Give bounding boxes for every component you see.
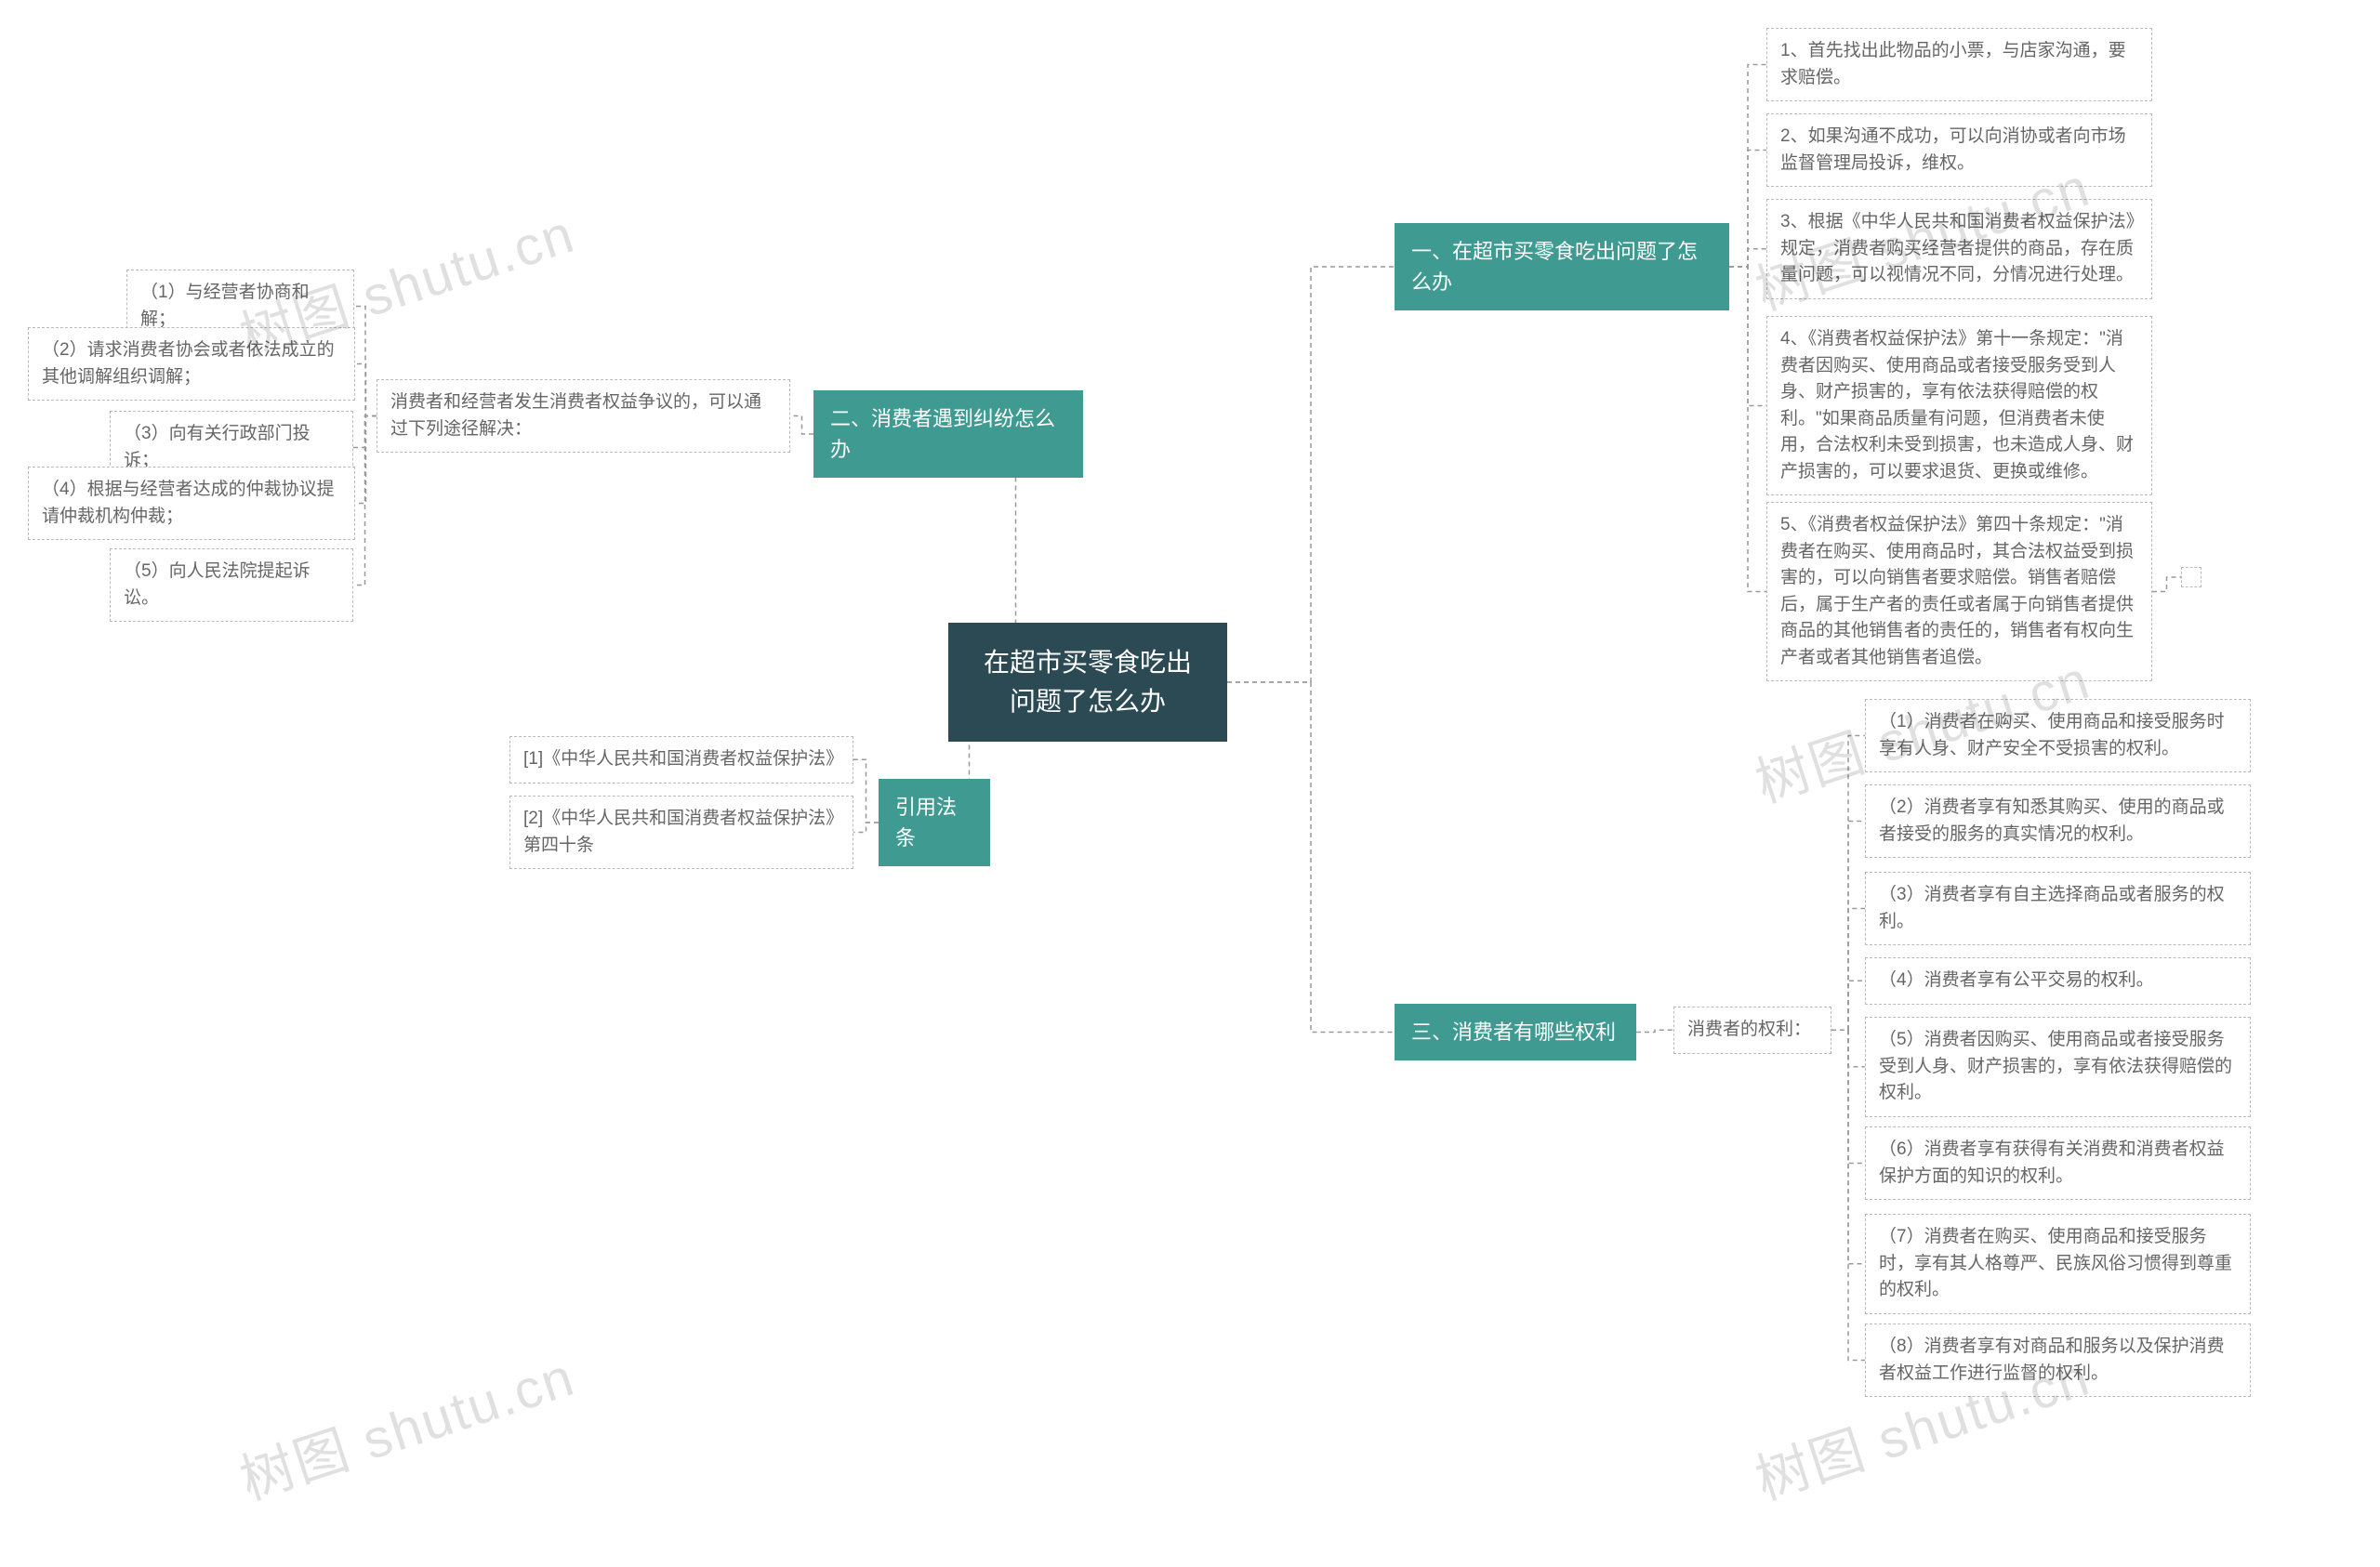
leaf-b1-3[interactable]: 3、根据《中华人民共和国消费者权益保护法》规定，消费者购买经营者提供的商品，存在…: [1766, 199, 2152, 299]
branch-1[interactable]: 一、在超市买零食吃出问题了怎么办: [1395, 223, 1729, 310]
leaf-b3-3[interactable]: （3）消费者享有自主选择商品或者服务的权利。: [1865, 872, 2251, 945]
leaf-b2-5[interactable]: （5）向人民法院提起诉讼。: [110, 548, 353, 622]
leaf-b3-4[interactable]: （4）消费者享有公平交易的权利。: [1865, 957, 2251, 1005]
leaf-b3-7[interactable]: （7）消费者在购买、使用商品和接受服务时，享有其人格尊严、民族风俗习惯得到尊重的…: [1865, 1214, 2251, 1314]
tail-empty: [2181, 567, 2202, 587]
leaf-b1-1[interactable]: 1、首先找出此物品的小票，与店家沟通，要求赔偿。: [1766, 28, 2152, 101]
leaf-b4-2[interactable]: [2]《中华人民共和国消费者权益保护法》第四十条: [509, 796, 853, 869]
leaf-b1-2[interactable]: 2、如果沟通不成功，可以向消协或者向市场监督管理局投诉，维权。: [1766, 113, 2152, 187]
leaf-b1-5[interactable]: 5、《消费者权益保护法》第四十条规定："消费者在购买、使用商品时，其合法权益受到…: [1766, 502, 2152, 681]
root-node[interactable]: 在超市买零食吃出问题了怎么办: [948, 623, 1227, 742]
leaf-b3-6[interactable]: （6）消费者享有获得有关消费和消费者权益保护方面的知识的权利。: [1865, 1126, 2251, 1200]
branch-4[interactable]: 引用法条: [879, 779, 990, 866]
leaf-b1-4[interactable]: 4、《消费者权益保护法》第十一条规定："消费者因购买、使用商品或者接受服务受到人…: [1766, 316, 2152, 495]
sub-3[interactable]: 消费者的权利：: [1673, 1007, 1831, 1054]
branch-3[interactable]: 三、消费者有哪些权利: [1395, 1004, 1636, 1060]
sub-2[interactable]: 消费者和经营者发生消费者权益争议的，可以通过下列途径解决：: [377, 379, 790, 453]
leaf-b2-4[interactable]: （4）根据与经营者达成的仲裁协议提请仲裁机构仲裁；: [28, 467, 355, 540]
leaf-b3-2[interactable]: （2）消费者享有知悉其购买、使用的商品或者接受的服务的真实情况的权利。: [1865, 784, 2251, 858]
watermark: 树图 shutu.cn: [229, 1333, 583, 1514]
leaf-b4-1[interactable]: [1]《中华人民共和国消费者权益保护法》: [509, 736, 853, 784]
leaf-b3-8[interactable]: （8）消费者享有对商品和服务以及保护消费者权益工作进行监督的权利。: [1865, 1323, 2251, 1397]
leaf-b3-5[interactable]: （5）消费者因购买、使用商品或者接受服务受到人身、财产损害的，享有依法获得赔偿的…: [1865, 1017, 2251, 1117]
leaf-b3-1[interactable]: （1）消费者在购买、使用商品和接受服务时享有人身、财产安全不受损害的权利。: [1865, 699, 2251, 772]
leaf-b2-2[interactable]: （2）请求消费者协会或者依法成立的其他调解组织调解；: [28, 327, 355, 401]
branch-2[interactable]: 二、消费者遇到纠纷怎么办: [813, 390, 1083, 478]
